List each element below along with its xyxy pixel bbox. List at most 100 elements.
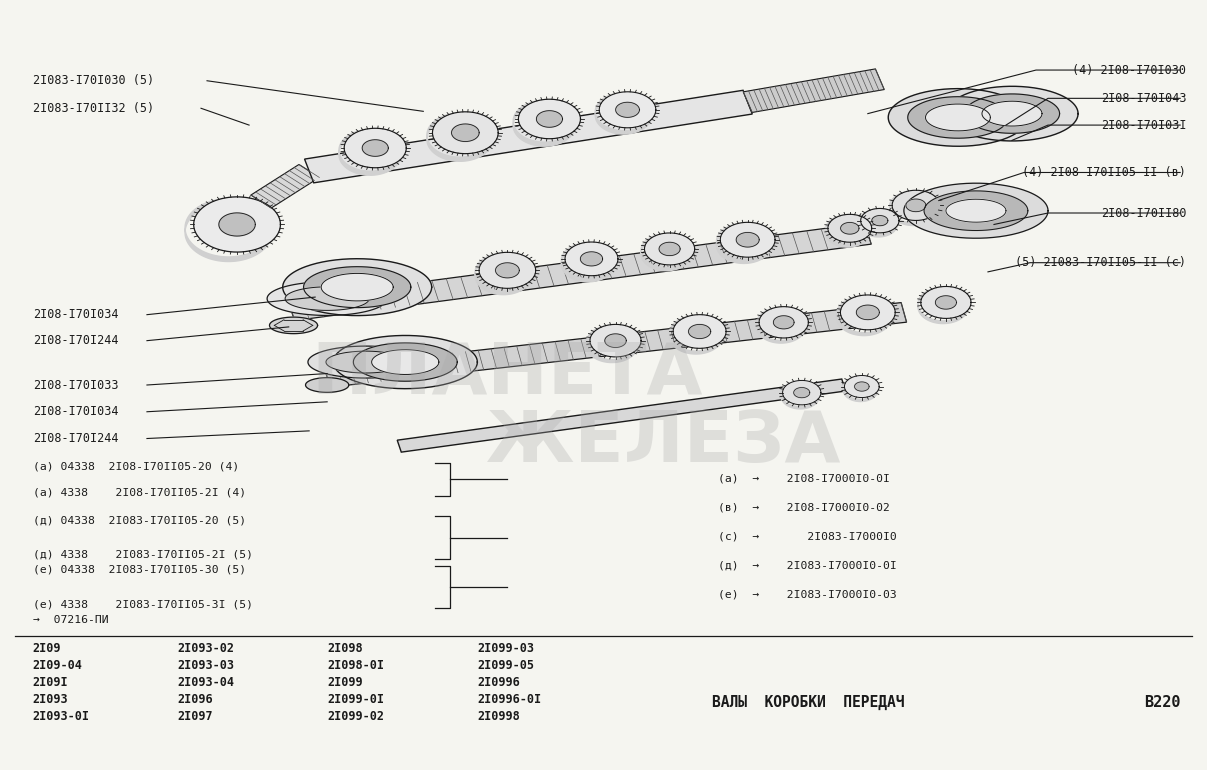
Text: ВАЛЫ  КОРОБКИ  ПЕРЕДАЧ: ВАЛЫ КОРОБКИ ПЕРЕДАЧ xyxy=(712,695,904,710)
Text: ЖЕЛЕЗА: ЖЕЛЕЗА xyxy=(486,408,841,477)
Polygon shape xyxy=(565,242,618,276)
Polygon shape xyxy=(908,97,1008,138)
Text: 2I093: 2I093 xyxy=(33,693,69,705)
Text: 2I097: 2I097 xyxy=(177,709,212,722)
Polygon shape xyxy=(267,282,387,316)
Polygon shape xyxy=(479,253,536,288)
Polygon shape xyxy=(674,315,727,348)
Text: (е) 4338    2I083-I70II05-3I (5): (е) 4338 2I083-I70II05-3I (5) xyxy=(33,599,252,609)
Text: 2I0998: 2I0998 xyxy=(477,709,520,722)
Polygon shape xyxy=(326,351,406,373)
Text: 2I083-I70I030 (5): 2I083-I70I030 (5) xyxy=(33,74,154,87)
Polygon shape xyxy=(904,183,1048,238)
Polygon shape xyxy=(721,223,775,257)
Polygon shape xyxy=(828,214,871,243)
Polygon shape xyxy=(325,303,906,387)
Text: (д) 4338    2I083-I70II05-2I (5): (д) 4338 2I083-I70II05-2I (5) xyxy=(33,550,252,560)
Text: (в)  →    2I08-I7000I0-02: (в) → 2I08-I7000I0-02 xyxy=(718,502,890,512)
Polygon shape xyxy=(304,266,410,308)
Text: 2I099: 2I099 xyxy=(327,676,363,689)
Polygon shape xyxy=(362,139,389,156)
Polygon shape xyxy=(372,350,439,374)
Text: 2I08-I70II80: 2I08-I70II80 xyxy=(1101,206,1186,219)
Polygon shape xyxy=(921,286,970,319)
Polygon shape xyxy=(845,376,879,397)
Text: (c)  →       2I083-I7000I0: (c) → 2I083-I7000I0 xyxy=(718,531,897,541)
Text: 2I09I: 2I09I xyxy=(33,676,69,689)
Polygon shape xyxy=(581,252,602,266)
Polygon shape xyxy=(251,165,320,208)
Polygon shape xyxy=(774,316,794,329)
Polygon shape xyxy=(645,233,695,265)
Text: 2I08-I70I033: 2I08-I70I033 xyxy=(33,379,118,391)
Text: 2I09-04: 2I09-04 xyxy=(33,659,83,672)
Polygon shape xyxy=(906,199,926,212)
Polygon shape xyxy=(193,197,280,252)
Text: ПЛАНЕТА: ПЛАНЕТА xyxy=(311,339,702,408)
Polygon shape xyxy=(218,213,255,236)
Polygon shape xyxy=(688,324,711,339)
Polygon shape xyxy=(397,379,846,452)
Text: 2I098-0I: 2I098-0I xyxy=(327,659,384,672)
Polygon shape xyxy=(759,306,809,338)
Text: (4) 2I08-I70II05-II (в): (4) 2I08-I70II05-II (в) xyxy=(1022,166,1186,179)
Polygon shape xyxy=(736,233,759,247)
Text: 2I093-03: 2I093-03 xyxy=(177,659,234,672)
Text: 2I083-I70II32 (5): 2I083-I70II32 (5) xyxy=(33,102,154,115)
Text: (е) 04338  2I083-I70II05-30 (5): (е) 04338 2I083-I70II05-30 (5) xyxy=(33,565,246,575)
Polygon shape xyxy=(659,243,680,256)
Polygon shape xyxy=(308,346,424,378)
Text: 2I08-I70I034: 2I08-I70I034 xyxy=(33,405,118,418)
Polygon shape xyxy=(926,104,991,131)
Polygon shape xyxy=(304,90,752,182)
Polygon shape xyxy=(354,343,457,381)
Text: В220: В220 xyxy=(1144,695,1180,710)
Polygon shape xyxy=(840,295,896,330)
Text: 2I093-0I: 2I093-0I xyxy=(33,709,89,722)
Polygon shape xyxy=(432,112,498,154)
Text: 2I096: 2I096 xyxy=(177,693,212,705)
Polygon shape xyxy=(616,102,640,117)
Text: 2I08-I70I244: 2I08-I70I244 xyxy=(33,334,118,347)
Polygon shape xyxy=(287,223,871,320)
Polygon shape xyxy=(321,273,393,301)
Text: 2I099-03: 2I099-03 xyxy=(477,642,535,655)
Text: 2I08-I70I03I: 2I08-I70I03I xyxy=(1101,119,1186,132)
Text: (4) 2I08-I70I030: (4) 2I08-I70I030 xyxy=(1072,64,1186,76)
Polygon shape xyxy=(744,69,885,112)
Polygon shape xyxy=(935,296,956,309)
Polygon shape xyxy=(856,305,880,320)
Text: (д)  →    2I083-I7000I0-0I: (д) → 2I083-I7000I0-0I xyxy=(718,561,897,571)
Polygon shape xyxy=(946,86,1078,141)
Polygon shape xyxy=(344,129,407,168)
Polygon shape xyxy=(840,223,859,234)
Polygon shape xyxy=(269,317,317,333)
Polygon shape xyxy=(946,199,1005,223)
Text: 2I0996-0I: 2I0996-0I xyxy=(477,693,542,705)
Polygon shape xyxy=(518,99,581,139)
Polygon shape xyxy=(855,382,869,391)
Polygon shape xyxy=(888,89,1027,146)
Polygon shape xyxy=(305,377,349,393)
Polygon shape xyxy=(599,92,655,128)
Polygon shape xyxy=(285,287,369,310)
Polygon shape xyxy=(964,94,1060,133)
Polygon shape xyxy=(590,324,641,357)
Text: 2I099-05: 2I099-05 xyxy=(477,659,535,672)
Polygon shape xyxy=(451,124,479,142)
Polygon shape xyxy=(333,336,477,389)
Text: (д) 04338  2I083-I70II05-20 (5): (д) 04338 2I083-I70II05-20 (5) xyxy=(33,515,246,525)
Text: (а) 4338    2I08-I70II05-2I (4): (а) 4338 2I08-I70II05-2I (4) xyxy=(33,487,246,497)
Text: 2I098: 2I098 xyxy=(327,642,363,655)
Text: (а) 04338  2I08-I70II05-20 (4): (а) 04338 2I08-I70II05-20 (4) xyxy=(33,462,239,472)
Text: 2I08-I70I244: 2I08-I70I244 xyxy=(33,432,118,445)
Polygon shape xyxy=(496,263,519,278)
Polygon shape xyxy=(536,111,562,127)
Text: 2I0996: 2I0996 xyxy=(477,676,520,689)
Polygon shape xyxy=(892,190,939,220)
Text: (е)  →    2I083-I7000I0-03: (е) → 2I083-I7000I0-03 xyxy=(718,590,897,600)
Polygon shape xyxy=(982,101,1042,126)
Text: (5) 2I083-I70II05-II (c): (5) 2I083-I70II05-II (c) xyxy=(1015,256,1186,270)
Text: →  07216-ПИ: → 07216-ПИ xyxy=(33,615,109,625)
Polygon shape xyxy=(925,191,1028,230)
